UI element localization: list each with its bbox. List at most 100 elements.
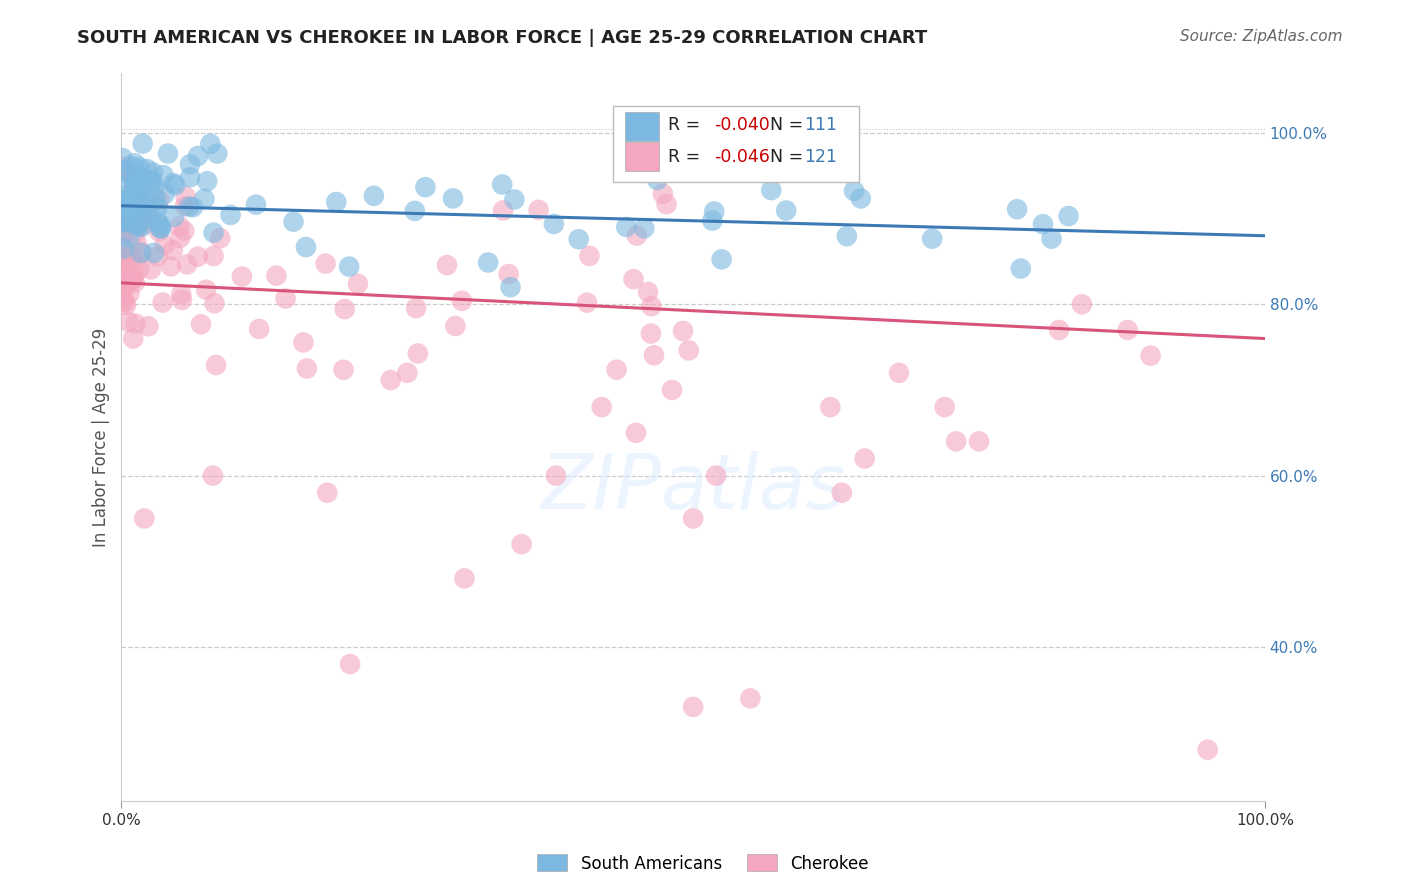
Point [527, 202, 550, 217]
Point [266, 268, 288, 283]
Point [179, 157, 201, 171]
Point [405, 301, 427, 315]
Point [111, 219, 134, 233]
Point [1032, 217, 1054, 231]
Point [131, 201, 153, 215]
Point [112, 249, 135, 263]
Text: SOUTH AMERICAN VS CHEROKEE IN LABOR FORCE | AGE 25-29 CORRELATION CHART: SOUTH AMERICAN VS CHEROKEE IN LABOR FORC… [77, 29, 928, 46]
Point [1047, 323, 1070, 337]
Point [111, 265, 134, 279]
Point [125, 180, 148, 194]
Point [179, 200, 201, 214]
Point [128, 171, 150, 186]
Point [128, 217, 150, 231]
Point [135, 194, 157, 209]
Point [145, 202, 167, 216]
Point [661, 383, 683, 397]
Point [146, 199, 169, 213]
Point [124, 184, 146, 198]
Point [142, 165, 165, 179]
Point [1139, 349, 1161, 363]
Point [578, 249, 600, 263]
Point [120, 169, 142, 183]
Point [128, 185, 150, 199]
Point [117, 315, 139, 329]
Point [136, 205, 159, 219]
Point [120, 198, 142, 212]
Point [187, 149, 209, 163]
Point [775, 203, 797, 218]
Point [122, 332, 145, 346]
Text: 111: 111 [804, 116, 837, 134]
Point [591, 400, 613, 414]
Point [283, 215, 305, 229]
Point [207, 146, 229, 161]
Point [156, 146, 179, 161]
Point [655, 197, 678, 211]
Point [115, 269, 138, 284]
Point [148, 216, 170, 230]
Point [111, 251, 134, 265]
Point [568, 232, 591, 246]
Point [193, 192, 215, 206]
Point [945, 434, 967, 449]
Point [201, 468, 224, 483]
Point [162, 176, 184, 190]
Point [492, 203, 515, 218]
Point [152, 295, 174, 310]
Point [136, 319, 159, 334]
Point [115, 193, 138, 207]
Point [153, 187, 176, 202]
Point [121, 216, 143, 230]
Point [247, 322, 270, 336]
Point [842, 184, 865, 198]
Point [219, 208, 242, 222]
Point [124, 317, 146, 331]
Point [111, 189, 134, 203]
Point [543, 217, 565, 231]
Text: N =: N = [759, 148, 810, 166]
Point [115, 255, 138, 269]
Point [112, 215, 135, 229]
Point [127, 166, 149, 180]
Point [152, 168, 174, 182]
Point [245, 197, 267, 211]
Point [174, 190, 197, 204]
Point [187, 250, 209, 264]
Point [813, 163, 835, 178]
Point [380, 373, 402, 387]
Point [710, 252, 733, 267]
Point [333, 302, 356, 317]
Point [136, 202, 159, 216]
Point [436, 258, 458, 272]
Point [139, 262, 162, 277]
Text: 121: 121 [804, 148, 837, 166]
Point [170, 293, 193, 307]
Point [124, 276, 146, 290]
Point [205, 358, 228, 372]
Point [853, 451, 876, 466]
Point [127, 173, 149, 187]
FancyBboxPatch shape [613, 106, 859, 182]
Point [169, 219, 191, 234]
Point [111, 294, 134, 309]
Point [491, 178, 513, 192]
Point [114, 211, 136, 225]
Point [148, 193, 170, 207]
Point [575, 295, 598, 310]
Point [114, 199, 136, 213]
Point [200, 136, 222, 151]
Point [118, 200, 141, 214]
Point [672, 324, 695, 338]
Point [647, 173, 669, 187]
Point [117, 214, 139, 228]
Point [444, 318, 467, 333]
Point [131, 245, 153, 260]
Point [831, 485, 853, 500]
Point [169, 231, 191, 245]
Point [295, 240, 318, 254]
Text: N =: N = [759, 116, 810, 134]
Point [292, 335, 315, 350]
Point [114, 244, 136, 258]
Text: ZIPatlas: ZIPatlas [540, 451, 846, 525]
